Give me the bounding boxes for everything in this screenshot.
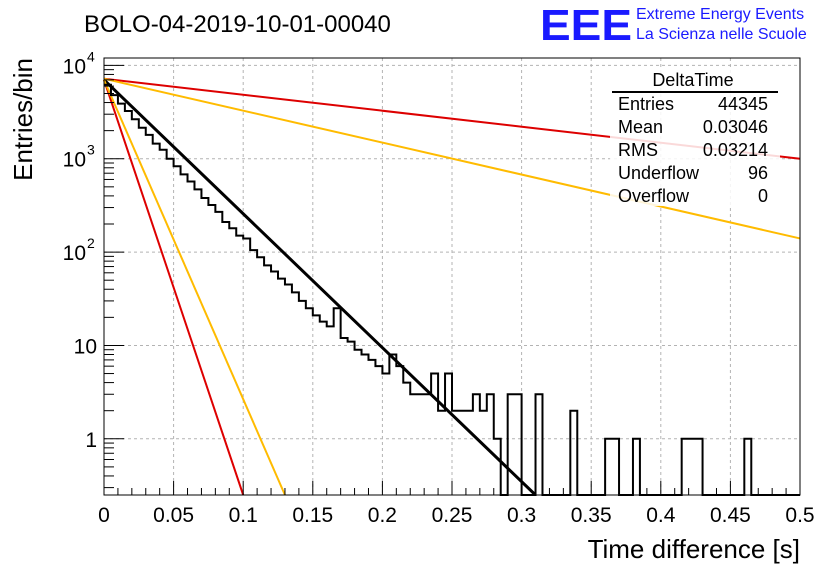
stats-label: RMS <box>618 140 658 160</box>
histogram-outline <box>104 83 800 496</box>
logo-letters: EEE <box>540 1 632 50</box>
stats-label: Overflow <box>618 186 690 206</box>
fit-curve-3 <box>103 79 286 496</box>
fit-curve-5 <box>103 77 801 240</box>
stats-label: Underflow <box>618 163 700 183</box>
stats-value: 0 <box>758 186 768 206</box>
y-tick-exponent: 3 <box>87 142 95 158</box>
chart-title: BOLO-04-2019-10-01-00040 <box>84 11 391 38</box>
logo-line-2: La Scienza nelle Scuole <box>636 26 807 43</box>
x-tick-label: 0.4 <box>646 504 676 527</box>
y-tick-label: 10 <box>63 149 86 172</box>
y-tick-label: 1 <box>85 429 97 452</box>
x-tick-label: 0.3 <box>507 504 536 527</box>
stats-value: 96 <box>748 163 768 183</box>
x-tick-label: 0.25 <box>432 504 473 527</box>
x-tick-label: 0.15 <box>292 504 333 527</box>
fit-curve-2 <box>103 79 245 496</box>
x-tick-label: 0.1 <box>229 504 258 527</box>
eee-logo: EEE Extreme Energy Events La Scienza nel… <box>540 1 807 50</box>
y-tick-exponent: 4 <box>87 48 95 64</box>
x-axis: 0 0.05 0.1 0.15 0.2 0.25 0.3 0.35 0.4 0.45 0.5 <box>98 481 815 527</box>
y-tick-label: 10 <box>63 55 86 78</box>
y-tick-label: 10 <box>74 335 97 358</box>
stats-box-title: DeltaTime <box>652 70 733 90</box>
x-tick-label: 0.5 <box>785 504 814 527</box>
x-tick-label: 0.2 <box>368 504 397 527</box>
logo-line-1: Extreme Energy Events <box>636 6 804 23</box>
stats-label: Mean <box>618 117 663 137</box>
x-tick-label: 0.35 <box>571 504 612 527</box>
y-axis-label: Entries/bin <box>8 58 38 181</box>
stats-box: DeltaTime Entries 44345 Mean 0.03046 RMS 0.03… <box>610 70 780 206</box>
stats-value: 0.03214 <box>703 140 768 160</box>
y-tick-label: 10 <box>63 242 86 265</box>
stats-label: Entries <box>618 94 674 114</box>
y-tick-exponent: 2 <box>87 235 95 251</box>
stats-value: 0.03046 <box>703 117 768 137</box>
x-tick-label: 0 <box>98 504 110 527</box>
histogram <box>104 83 800 496</box>
fit-curve-1 <box>102 78 537 497</box>
x-axis-label: Time difference [s] <box>588 534 800 564</box>
x-tick-label: 0.05 <box>153 504 194 527</box>
x-tick-label: 0.45 <box>710 504 751 527</box>
stats-value: 44345 <box>718 94 768 114</box>
